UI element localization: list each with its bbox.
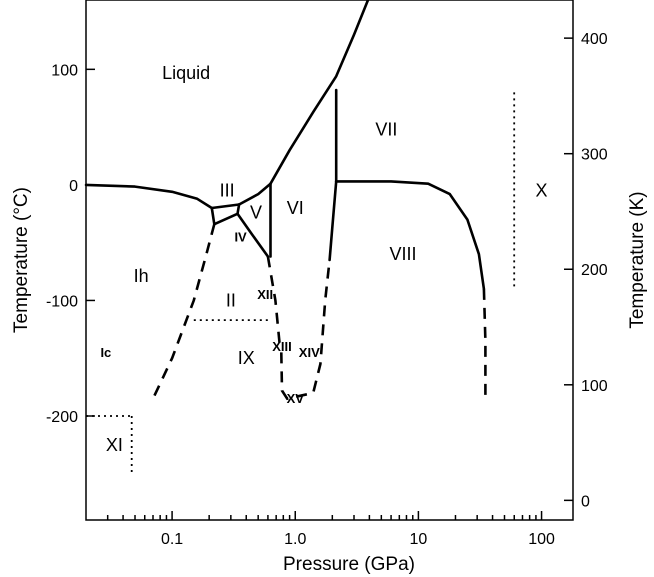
phase-boundary-line [237, 182, 272, 206]
phase-boundary-line [236, 212, 270, 258]
phase-boundary-line [210, 206, 216, 226]
phase-label-iv: IV [234, 229, 247, 244]
metastable-boundary-line [280, 259, 331, 401]
x-tick-label: 100 [528, 531, 555, 548]
phase-label-viii: VIII [390, 244, 417, 264]
y-axis-left-title: Temperature (°C) [11, 187, 32, 333]
phase-label-iii: III [220, 181, 235, 201]
phase-boundary-line [84, 183, 214, 210]
phase-boundary-line [334, 180, 486, 291]
phase-label-ix: IX [238, 348, 255, 368]
phase-label-x: X [536, 181, 548, 201]
phase-boundary-line [210, 203, 241, 210]
x-tick-label: 0.1 [161, 531, 183, 548]
y-right-tick-label: 0 [581, 493, 590, 510]
phase-boundary-line [328, 180, 338, 262]
phase-label-vii: VII [375, 119, 397, 139]
y-axis-right-title: Temperature (K) [627, 191, 648, 328]
y-left-tick-label: 0 [69, 178, 78, 195]
y-right-tick-label: 200 [581, 262, 608, 279]
y-right-tick-label: 100 [581, 378, 608, 395]
x-axis-title: Pressure (GPa) [283, 554, 415, 575]
plot-frame [85, 0, 574, 521]
phase-boundaries [84, 0, 516, 474]
metastable-boundary-line [266, 256, 282, 347]
phase-label-xii: XII [257, 287, 273, 302]
phase-label-v: V [250, 203, 262, 223]
phase-label-ic: Ic [100, 345, 111, 360]
phase-label-vi: VI [287, 198, 304, 218]
phase-label-xi: XI [106, 435, 123, 455]
y-left-tick-label: -200 [46, 409, 78, 426]
x-tick-label: 1.0 [284, 531, 306, 548]
phase-label-liquid: Liquid [162, 63, 210, 83]
y-left-tick-label: -100 [46, 293, 78, 310]
y-right-tick-label: 400 [581, 31, 608, 48]
phase-label-xv: XV [287, 391, 305, 406]
metastable-boundary-line [482, 288, 487, 399]
phase-label-xiii: XIII [272, 339, 292, 354]
metastable-boundary-line [151, 223, 216, 400]
x-tick-label: 10 [410, 531, 428, 548]
axis-ticks: 0.1 1.0 10 100 100 0 -100 -200 400 300 200 100 0 [46, 31, 608, 548]
phase-label-xiv: XIV [299, 345, 320, 360]
y-right-tick-label: 300 [581, 147, 608, 164]
phase-label-ii: II [226, 290, 236, 310]
y-left-tick-label: 100 [51, 62, 78, 79]
phase-boundary-line [269, 0, 370, 185]
phase-label-ih: Ih [134, 266, 149, 286]
